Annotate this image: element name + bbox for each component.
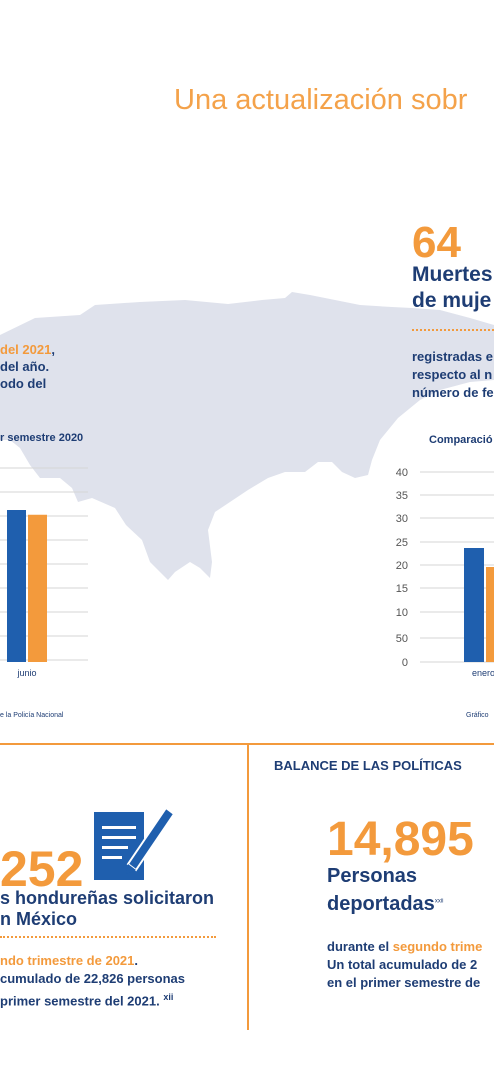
deported-count: 14,895 (327, 813, 474, 866)
right-bar-series2-enero (486, 567, 494, 662)
right-ytick: 50 (396, 633, 408, 645)
document-pen-icon (94, 806, 176, 880)
left-chart-title: r semestre 2020 (0, 432, 84, 444)
right-ytick: 30 (396, 513, 408, 525)
right-heading-line2: de muje (412, 289, 492, 312)
right-ytick: 10 (396, 607, 408, 619)
deported-heading-line2: deportadasxxii (327, 893, 443, 916)
right-ytick: 15 (396, 583, 408, 595)
left-text-comma: , (51, 342, 55, 357)
asylum-heading-line2: n México (0, 909, 78, 929)
asylum-text-period: . (134, 953, 139, 968)
right-divider (412, 329, 494, 331)
right-chart-title: Comparació (429, 434, 493, 446)
left-bar-series1-junio (7, 510, 26, 662)
asylum-heading-line1: s hondureñas solicitaron (0, 888, 215, 908)
map-shape (0, 292, 494, 580)
deported-heading-line1: Personas (327, 865, 418, 887)
asylum-text-line1: ndo trimestre de 2021. (0, 952, 138, 970)
right-count: 64 (412, 218, 461, 267)
right-text-line3: número de fe (412, 385, 494, 400)
left-chart-xlabel-junio: junio (16, 668, 36, 678)
right-ytick: 35 (396, 490, 408, 502)
asylum-divider (0, 936, 216, 938)
balance-section-title: BALANCE DE LAS POLÍTICAS (274, 758, 462, 773)
right-ytick: 0 (402, 657, 408, 669)
left-text-line3: odo del (0, 376, 47, 391)
deported-text-line1: durante el segundo trime (327, 938, 482, 956)
right-text-line2: respecto al n (412, 367, 493, 382)
deported-heading-text: deportadas (327, 893, 435, 915)
deported-footnote-mark: xxii (434, 898, 444, 905)
page-title: Una actualización sobr (174, 84, 468, 116)
deported-text-line2: Un total acumulado de 2 (327, 957, 478, 972)
right-bar-chart: 40 35 30 25 20 15 10 50 0 enero (396, 467, 494, 678)
asylum-text-line3: primer semestre del 2021. xii (0, 988, 173, 1010)
right-text-line1: registradas e (412, 349, 493, 364)
deported-text-line3: en el primer semestre de (327, 975, 481, 990)
left-bar-chart: junio (0, 467, 88, 678)
left-text-line2: del año. (0, 359, 50, 374)
left-text-line1: del 2021, (0, 341, 55, 359)
right-ytick: 40 (396, 467, 408, 479)
right-ytick: 25 (396, 537, 408, 549)
deported-text-prefix: durante el (327, 939, 393, 954)
section-divider-horizontal (0, 743, 494, 745)
left-bar-series2-junio (28, 514, 47, 662)
asylum-text-line2: cumulado de 22,826 personas (0, 971, 185, 986)
section-divider-vertical (247, 745, 249, 1030)
asylum-text-highlight: ndo trimestre de 2021 (0, 953, 135, 968)
right-chart-xlabel-enero: enero (472, 668, 494, 678)
asylum-text-line3-body: primer semestre del 2021. (0, 993, 160, 1009)
right-ytick: 20 (396, 560, 408, 572)
right-heading-line1: Muertes (412, 263, 493, 286)
deported-text-highlight: segundo trime (392, 939, 483, 954)
right-chart-source: Gráfico (466, 712, 489, 719)
right-bar-series1-enero (464, 548, 484, 662)
left-chart-source: e la Policía Nacional (0, 712, 64, 719)
asylum-footnote-mark: xii (163, 992, 174, 1002)
left-text-highlight: del 2021 (0, 342, 52, 357)
asylum-count: 252 (0, 841, 84, 897)
